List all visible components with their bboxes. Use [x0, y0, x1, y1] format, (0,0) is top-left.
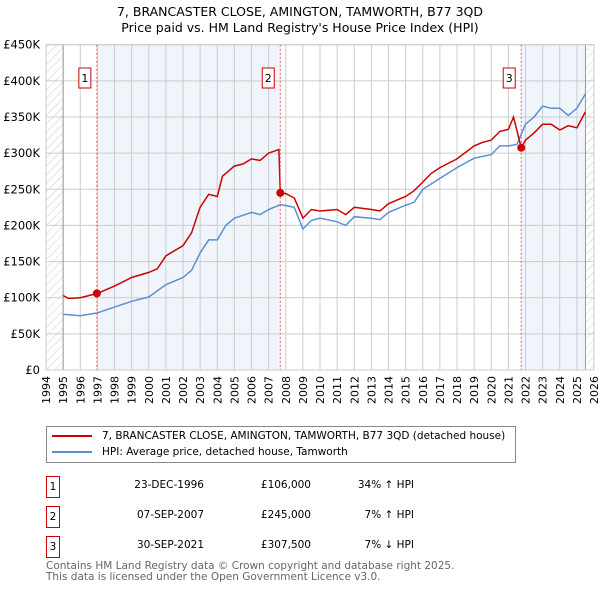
x-tick-label: 2001	[160, 376, 173, 404]
x-tick-label: 2002	[177, 376, 190, 404]
x-tick-label: 2020	[485, 376, 498, 404]
y-tick-label: £300K	[3, 146, 40, 160]
sale-hpi: 34% ↑ HPI	[357, 479, 414, 491]
y-tick-label: £200K	[3, 218, 40, 232]
x-tick-label: 2015	[400, 376, 413, 404]
y-tick-label: £400K	[3, 74, 40, 88]
y-tick-label: £100K	[3, 291, 40, 305]
shaded-period	[96, 44, 281, 370]
sale-point	[517, 143, 526, 152]
plot-border	[45, 44, 595, 371]
sale-label: 1	[81, 72, 88, 85]
sale-point	[92, 289, 101, 298]
hatched-region	[585, 44, 594, 370]
x-tick-label: 1996	[74, 376, 87, 404]
y-tick-label: £0	[25, 363, 40, 377]
sale-date: 07-SEP-2007	[136, 509, 204, 521]
x-tick-label: 1998	[109, 376, 122, 404]
x-tick-label: 2005	[228, 376, 241, 404]
footer-licence: This data is licensed under the Open Gov…	[46, 571, 381, 583]
x-tick-label: 1994	[40, 376, 53, 404]
x-tick-label: 2026	[588, 376, 600, 404]
shaded-period	[521, 44, 586, 370]
sale-price: £106,000	[260, 479, 311, 491]
legend-label-hpi: HPI: Average price, detached house, Tamw…	[102, 446, 348, 458]
x-tick-label: 1997	[91, 376, 104, 404]
x-tick-label: 2010	[314, 376, 327, 404]
sale-price: £307,500	[260, 539, 311, 551]
sale-label-box	[261, 67, 275, 89]
legend-swatch-property	[52, 435, 92, 437]
y-tick-label: £450K	[3, 38, 40, 52]
chart-subtitle: Price paid vs. HM Land Registry's House …	[121, 20, 479, 35]
table-row: 1 23-DEC-1996 £106,000 34% ↑ HPI	[46, 476, 446, 498]
x-tick-label: 2006	[246, 376, 259, 404]
x-tick-label: 2019	[468, 376, 481, 404]
sale-hpi: 7% ↓ HPI	[364, 539, 414, 551]
hatched-region	[46, 44, 64, 370]
x-tick-label: 2011	[331, 376, 344, 404]
x-tick-label: 2004	[211, 376, 224, 404]
x-tick-label: 2018	[451, 376, 464, 404]
x-tick-label: 2017	[434, 376, 447, 404]
table-row: 3 30-SEP-2021 £307,500 7% ↓ HPI	[46, 536, 446, 558]
y-tick-label: £250K	[3, 182, 40, 196]
x-tick-label: 2008	[280, 376, 293, 404]
x-tick-label: 2014	[383, 376, 396, 404]
property-price-line	[62, 111, 587, 300]
price-chart: 1 2 3 1994 1995 1996 1997 1998 1999 2000 2001 2002 2…	[3, 38, 600, 404]
x-tick-label: 2007	[263, 376, 276, 404]
x-tick-label: 2016	[417, 376, 430, 404]
sale-label-box	[502, 67, 516, 89]
x-tick-label: 2013	[365, 376, 378, 404]
x-tick-label: 1995	[57, 376, 70, 404]
sale-label: 2	[265, 72, 272, 85]
y-tick-label: £150K	[3, 255, 40, 269]
y-tick-label: £50K	[11, 327, 41, 341]
x-tick-label: 2012	[348, 376, 361, 404]
table-row: 2 07-SEP-2007 £245,000 7% ↑ HPI	[46, 506, 446, 528]
x-tick-label: 2025	[571, 376, 584, 404]
sale-date: 23-DEC-1996	[134, 479, 204, 491]
sale-price: £245,000	[260, 509, 311, 521]
sale-label-box	[78, 67, 92, 89]
x-tick-label: 2021	[502, 376, 515, 404]
legend: 7, BRANCASTER CLOSE, AMINGTON, TAMWORTH,…	[46, 426, 516, 463]
y-tick-label: £350K	[3, 110, 40, 124]
legend-swatch-hpi	[52, 451, 92, 453]
x-tick-label: 1999	[126, 376, 139, 404]
sale-badge: 1	[46, 476, 60, 498]
x-tick-label: 2024	[554, 376, 567, 404]
x-tick-label: 2022	[520, 376, 533, 404]
sale-badge: 2	[46, 506, 60, 528]
chart-title: 7, BRANCASTER CLOSE, AMINGTON, TAMWORTH,…	[116, 4, 484, 19]
legend-label-property: 7, BRANCASTER CLOSE, AMINGTON, TAMWORTH,…	[102, 430, 506, 442]
x-tick-label: 2000	[143, 376, 156, 404]
sale-date: 30-SEP-2021	[136, 539, 204, 551]
footer-copyright: Contains HM Land Registry data © Crown c…	[46, 560, 455, 572]
sale-hpi: 7% ↑ HPI	[364, 509, 414, 521]
sale-label: 3	[506, 72, 513, 85]
x-tick-label: 2003	[194, 376, 207, 404]
x-tick-label: 2009	[297, 376, 310, 404]
sale-point	[276, 188, 285, 197]
sale-badge: 3	[46, 536, 60, 558]
x-tick-label: 2023	[537, 376, 550, 404]
